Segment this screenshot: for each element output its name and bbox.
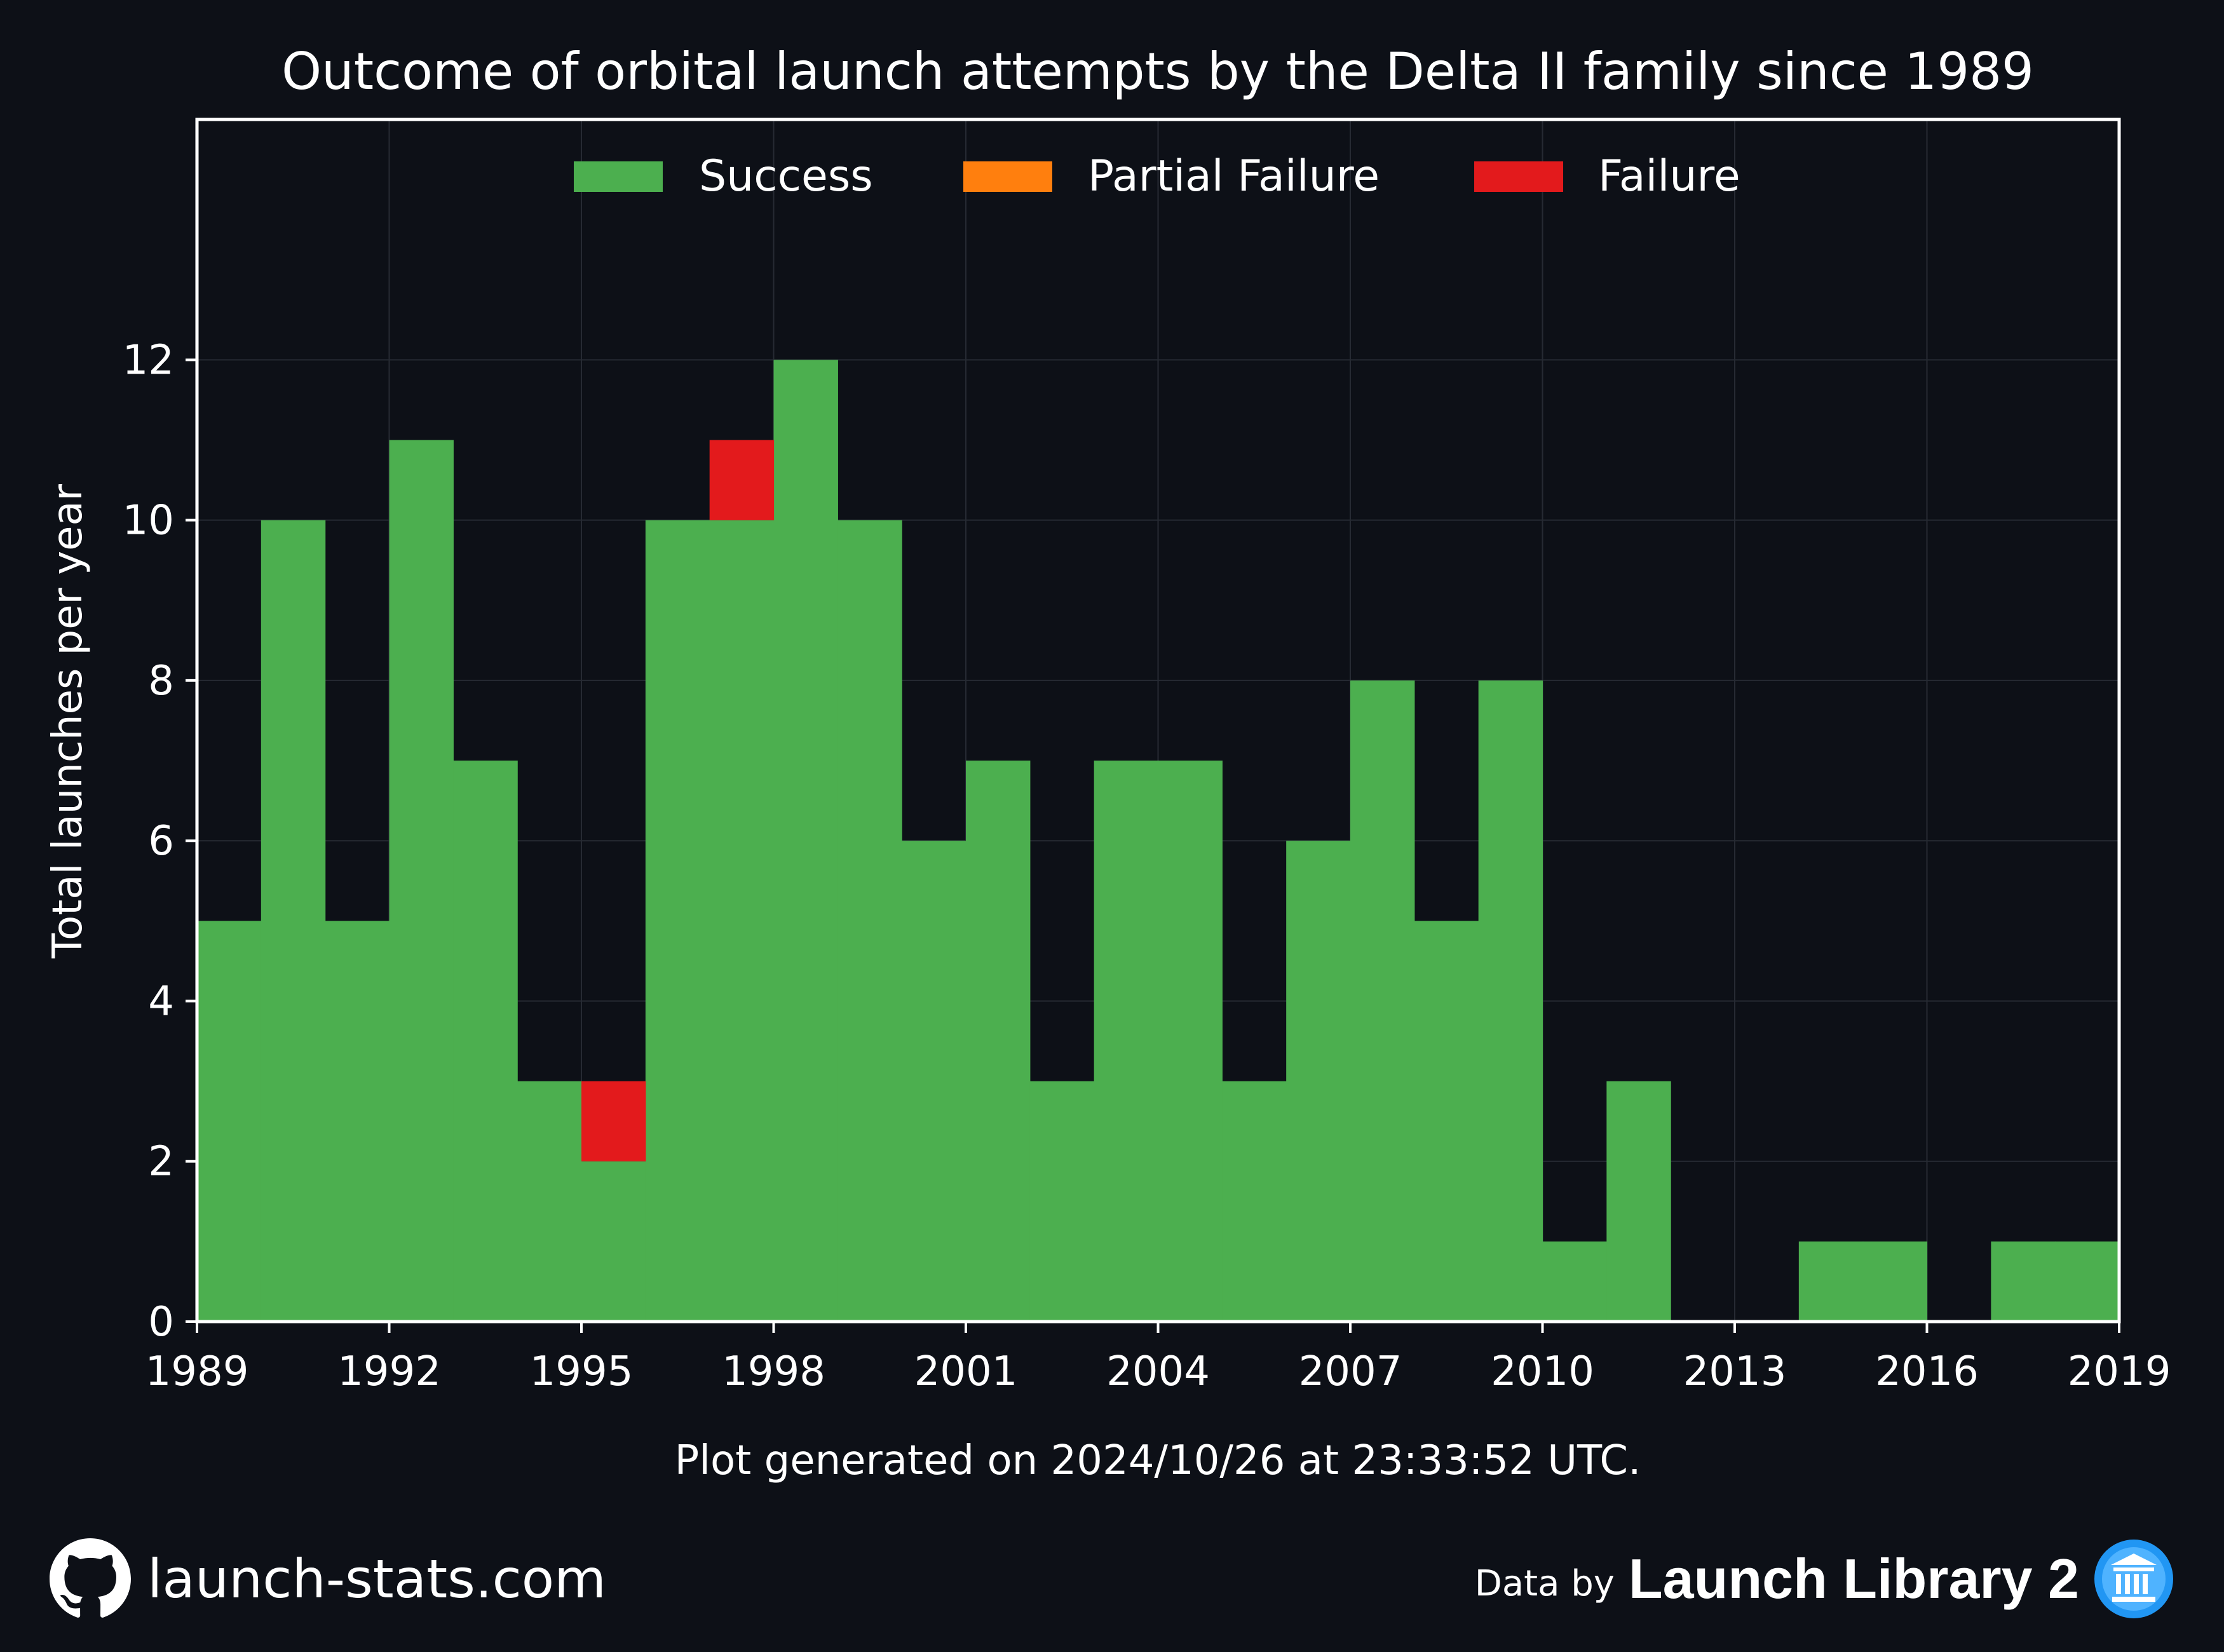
bars xyxy=(197,360,2120,1322)
bar-success-1994 xyxy=(517,1081,582,1322)
bar-success-2010 xyxy=(1542,1241,1607,1322)
axes: 1989 1992 1995 1998 2001 2004 2007 2010 2013 2016… xyxy=(123,337,2171,1395)
bar-success-2008 xyxy=(1414,921,1479,1322)
library-icon xyxy=(2093,1538,2174,1620)
x-tick-label: 2004 xyxy=(1106,1348,1210,1395)
bar-success-2004 xyxy=(1158,761,1223,1322)
legend-label-partial-failure: Partial Failure xyxy=(1088,151,1380,201)
bar-success-1998 xyxy=(773,360,838,1322)
bar-success-1995 xyxy=(581,1161,646,1322)
y-axis-label: Total launches per year xyxy=(44,484,92,959)
site-url[interactable]: launch-stats.com xyxy=(147,1548,606,1610)
y-tick-label: 2 xyxy=(148,1139,174,1186)
bar-success-2018 xyxy=(2055,1241,2120,1322)
bar-success-1996 xyxy=(645,520,710,1322)
y-tick-label: 0 xyxy=(148,1299,174,1346)
data-credit: Data by Launch Library 2 xyxy=(1475,1538,2174,1620)
legend-swatch-success xyxy=(574,161,663,192)
bar-success-2002 xyxy=(1029,1081,1095,1322)
bar-success-2001 xyxy=(966,761,1031,1322)
legend: Success Partial Failure Failure xyxy=(574,151,1740,201)
site-credit: launch-stats.com xyxy=(50,1538,606,1620)
bar-success-2014 xyxy=(1798,1241,1864,1322)
bar-success-1989 xyxy=(197,921,262,1322)
github-icon xyxy=(50,1538,131,1620)
x-tick-label: 2007 xyxy=(1299,1348,1402,1395)
y-tick-label: 8 xyxy=(148,658,174,705)
x-tick-label: 1992 xyxy=(337,1348,441,1395)
bar-success-2003 xyxy=(1094,761,1159,1322)
y-tick-label: 6 xyxy=(148,818,174,865)
bar-success-1992 xyxy=(389,440,454,1322)
bar-success-2017 xyxy=(1991,1241,2056,1322)
bar-failure-1997 xyxy=(709,440,775,520)
bar-success-1990 xyxy=(261,520,326,1322)
bar-success-2000 xyxy=(902,841,966,1322)
credit-prefix: Data by xyxy=(1474,1562,1615,1604)
footnote: Plot generated on 2024/10/26 at 23:33:52… xyxy=(675,1437,1641,1484)
bar-success-1991 xyxy=(325,921,390,1322)
bar-success-2006 xyxy=(1286,841,1351,1322)
chart-title: Outcome of orbital launch attempts by th… xyxy=(281,42,2034,101)
bar-success-2007 xyxy=(1350,680,1415,1322)
legend-label-success: Success xyxy=(699,151,873,201)
legend-swatch-failure xyxy=(1474,161,1563,192)
x-tick-label: 2016 xyxy=(1875,1348,1979,1395)
legend-label-failure: Failure xyxy=(1598,151,1740,201)
bar-failure-1995 xyxy=(581,1081,646,1161)
x-tick-label: 1995 xyxy=(530,1348,634,1395)
bar-success-1993 xyxy=(453,761,518,1322)
x-tick-label: 2019 xyxy=(2068,1348,2171,1395)
bar-success-2005 xyxy=(1222,1081,1287,1322)
x-tick-label: 1989 xyxy=(146,1348,249,1395)
x-tick-label: 2010 xyxy=(1491,1348,1594,1395)
bar-success-2011 xyxy=(1606,1081,1671,1322)
y-tick-label: 10 xyxy=(123,498,174,545)
credit-name[interactable]: Launch Library 2 xyxy=(1628,1547,2079,1610)
bar-success-1997 xyxy=(709,520,775,1322)
bar-success-2009 xyxy=(1478,680,1543,1322)
x-tick-label: 1998 xyxy=(722,1348,825,1395)
x-tick-label: 2001 xyxy=(914,1348,1018,1395)
y-tick-label: 12 xyxy=(123,337,174,384)
bar-success-2015 xyxy=(1862,1241,1928,1322)
bar-success-1999 xyxy=(837,520,902,1322)
legend-swatch-partial-failure xyxy=(963,161,1052,192)
y-tick-label: 4 xyxy=(148,978,174,1025)
x-tick-label: 2013 xyxy=(1683,1348,1787,1395)
